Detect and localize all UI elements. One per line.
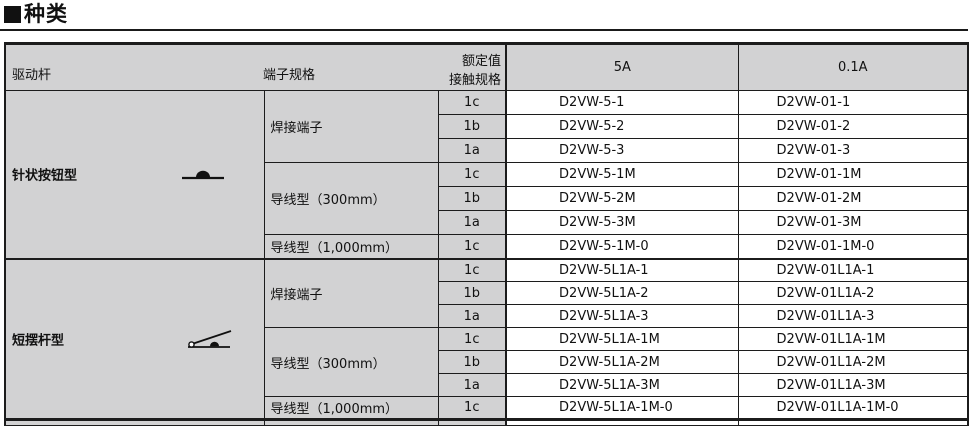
actuator-cell-hinge-lever: 短摆杆型 bbox=[4, 257, 265, 420]
model-cell-5a: D2VW-5L1A-3 bbox=[505, 304, 739, 328]
table-row: 1b D2VW-5L1A-2M D2VW-01L1A-2M bbox=[5, 350, 969, 374]
model-cell-5a: D2VW-5L1A-1 bbox=[505, 257, 739, 282]
contact-cell: 1a bbox=[437, 304, 507, 328]
table-row: 导线型（1,000mm） 1c D2VW-5L1A-1M-0 D2VW-01L1… bbox=[5, 396, 969, 420]
header-driver-label: 驱动杆 bbox=[12, 68, 52, 83]
contact-cell: 1b bbox=[437, 281, 507, 305]
model-cell-5a: D2VW-5-2 bbox=[505, 114, 739, 139]
terminal-cell-cutoff bbox=[263, 418, 439, 426]
model-selection-table: 驱动杆 端子规格 额定值 接触规格 5A 0.1A 针状按钮型 焊接端子 1c bbox=[4, 42, 970, 426]
model-cell-01a: D2VW-01-1 bbox=[737, 90, 969, 115]
terminal-cell: 导线型（300mm） bbox=[263, 327, 439, 397]
table-row: 1a D2VW-5-3M D2VW-01-3M bbox=[5, 210, 969, 235]
contact-cell: 1a bbox=[437, 138, 507, 163]
actuator-cell-cutoff bbox=[4, 418, 265, 426]
contact-cell-cutoff bbox=[437, 418, 507, 426]
pin-plunger-icon bbox=[182, 170, 224, 180]
table-row: 导线型（300mm） 1c D2VW-5L1A-1M D2VW-01L1A-1M bbox=[5, 327, 969, 397]
section-title: 种类 bbox=[4, 3, 68, 25]
terminal-cell: 导线型（1,000mm） bbox=[263, 396, 439, 420]
table-row: 短摆杆型 焊接端子 1c D2VW-5L1A-1 D2VW-01L1A-1 bbox=[4, 257, 969, 420]
header-rated-contact-labels: 额定值 接触规格 bbox=[449, 50, 502, 88]
model-cell-cutoff bbox=[737, 418, 969, 426]
model-cell-01a: D2VW-01-2 bbox=[737, 114, 969, 139]
table-header-row: 驱动杆 端子规格 额定值 接触规格 5A 0.1A bbox=[4, 43, 969, 91]
actuator-label: 针状按钮型 bbox=[12, 168, 78, 184]
contact-cell: 1c bbox=[437, 327, 507, 351]
model-cell-01a: D2VW-01-2M bbox=[737, 186, 969, 211]
model-cell-5a: D2VW-5-2M bbox=[505, 186, 739, 211]
actuator-cell-pin-plunger: 针状按钮型 bbox=[4, 90, 265, 259]
contact-cell: 1b bbox=[437, 350, 507, 374]
table-row-cutoff bbox=[4, 418, 969, 426]
table-row: 导线型（300mm） 1c D2VW-5-1M D2VW-01-1M bbox=[5, 162, 969, 235]
contact-cell: 1b bbox=[437, 186, 507, 211]
model-cell-5a: D2VW-5-1M bbox=[505, 162, 739, 187]
model-cell-01a: D2VW-01-1M bbox=[737, 162, 969, 187]
model-cell-01a: D2VW-01-3 bbox=[737, 138, 969, 163]
terminal-cell: 焊接端子 bbox=[263, 90, 439, 163]
header-rated-label: 额定值 bbox=[462, 54, 502, 69]
model-cell-01a: D2VW-01L1A-1M-0 bbox=[737, 396, 969, 420]
model-cell-5a: D2VW-5-3 bbox=[505, 138, 739, 163]
header-contact-label: 接触规格 bbox=[449, 73, 502, 88]
title-divider bbox=[0, 29, 968, 31]
section-marker-icon bbox=[4, 5, 21, 23]
header-01a: 0.1A bbox=[737, 43, 969, 91]
terminal-cell: 导线型（300mm） bbox=[263, 162, 439, 235]
model-cell-5a: D2VW-5-1 bbox=[505, 90, 739, 115]
table-row: 针状按钮型 焊接端子 1c D2VW-5-1 D2VW-01-1 bbox=[4, 90, 969, 259]
model-cell-cutoff bbox=[505, 418, 739, 426]
model-cell-5a: D2VW-5L1A-2M bbox=[505, 350, 739, 374]
table-row: 1b D2VW-5L1A-2 D2VW-01L1A-2 bbox=[5, 281, 969, 305]
contact-cell: 1c bbox=[437, 396, 507, 420]
terminal-cell: 焊接端子 bbox=[263, 257, 439, 328]
contact-cell: 1c bbox=[437, 257, 507, 282]
contact-cell: 1a bbox=[437, 373, 507, 397]
header-5a: 5A bbox=[505, 43, 739, 91]
contact-cell: 1c bbox=[437, 90, 507, 115]
model-cell-5a: D2VW-5-3M bbox=[505, 210, 739, 235]
model-cell-01a: D2VW-01-3M bbox=[737, 210, 969, 235]
model-cell-5a: D2VW-5-1M-0 bbox=[505, 234, 739, 259]
model-cell-01a: D2VW-01L1A-2 bbox=[737, 281, 969, 305]
table-row: 1a D2VW-5L1A-3M D2VW-01L1A-3M bbox=[5, 373, 969, 397]
model-cell-01a: D2VW-01L1A-1 bbox=[737, 257, 969, 282]
header-main-cell: 驱动杆 端子规格 额定值 接触规格 bbox=[4, 43, 508, 91]
model-cell-5a: D2VW-5L1A-3M bbox=[505, 373, 739, 397]
terminal-cell: 导线型（1,000mm） bbox=[263, 234, 439, 259]
contact-cell: 1b bbox=[437, 114, 507, 139]
header-terminal-label: 端子规格 bbox=[263, 68, 316, 83]
table-row: 1a D2VW-5L1A-3 D2VW-01L1A-3 bbox=[5, 304, 969, 328]
page-title: 种类 bbox=[24, 2, 68, 26]
model-cell-5a: D2VW-5L1A-1M bbox=[505, 327, 739, 351]
model-cell-01a: D2VW-01L1A-3M bbox=[737, 373, 969, 397]
model-cell-01a: D2VW-01L1A-2M bbox=[737, 350, 969, 374]
contact-cell: 1c bbox=[437, 234, 507, 259]
contact-cell: 1a bbox=[437, 210, 507, 235]
model-cell-5a: D2VW-5L1A-1M-0 bbox=[505, 396, 739, 420]
model-cell-01a: D2VW-01L1A-3 bbox=[737, 304, 969, 328]
model-cell-01a: D2VW-01-1M-0 bbox=[737, 234, 969, 259]
actuator-label: 短摆杆型 bbox=[12, 333, 65, 349]
contact-cell: 1c bbox=[437, 162, 507, 187]
model-cell-5a: D2VW-5L1A-2 bbox=[505, 281, 739, 305]
hinge-lever-icon bbox=[188, 329, 232, 348]
model-cell-01a: D2VW-01L1A-1M bbox=[737, 327, 969, 351]
table-row: 导线型（1,000mm） 1c D2VW-5-1M-0 D2VW-01-1M-0 bbox=[5, 234, 969, 259]
